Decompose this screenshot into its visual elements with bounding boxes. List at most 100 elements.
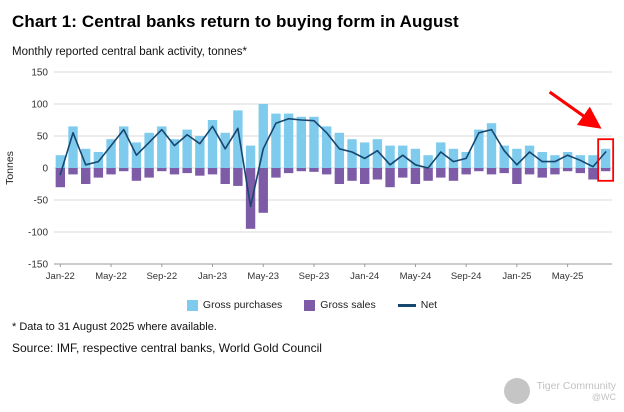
- bar-gross-sales: [182, 168, 192, 174]
- footnote-data-note: * Data to 31 August 2025 where available…: [12, 321, 217, 333]
- x-tick-label: Sep-24: [451, 271, 482, 282]
- bar-gross-sales: [207, 168, 218, 175]
- bar-gross-sales: [81, 168, 91, 184]
- watermark: Tiger Community @WC: [504, 378, 616, 404]
- bar-gross-sales: [271, 168, 281, 178]
- bar-gross-purchases: [474, 129, 484, 168]
- bar-gross-purchases: [512, 148, 522, 168]
- bar-gross-purchases: [436, 142, 446, 168]
- bar-gross-sales: [575, 168, 585, 174]
- bar-gross-purchases: [106, 139, 116, 168]
- bar-gross-purchases: [423, 155, 433, 168]
- x-tick-label: May-25: [552, 271, 584, 282]
- bar-gross-purchases: [195, 136, 205, 168]
- bar-gross-sales: [93, 168, 104, 178]
- legend-swatch-icon: [186, 299, 198, 311]
- y-tick-label: 150: [31, 68, 48, 79]
- y-tick-label: -150: [28, 260, 48, 271]
- bar-gross-sales: [550, 168, 560, 175]
- y-tick-label: 50: [37, 132, 49, 143]
- bar-gross-purchases: [245, 145, 256, 168]
- y-tick-label: 100: [31, 100, 48, 111]
- tiger-community-logo-icon: [504, 378, 531, 404]
- bar-gross-purchases: [600, 148, 611, 168]
- y-axis-label: Tonnes: [4, 151, 16, 185]
- x-tick-label: Jan-22: [46, 271, 75, 282]
- legend-swatch-icon: [397, 303, 416, 307]
- bar-gross-purchases: [233, 110, 243, 168]
- bar-gross-purchases: [398, 145, 408, 168]
- bars-gross-purchases: [55, 104, 611, 168]
- bar-gross-purchases: [258, 104, 268, 168]
- bar-gross-sales: [372, 168, 383, 180]
- bar-gross-purchases: [309, 116, 319, 168]
- x-tick-label: Jan-23: [198, 271, 227, 282]
- bar-gross-purchases: [321, 126, 332, 168]
- y-tick-label: -50: [34, 196, 49, 207]
- bar-gross-purchases: [410, 148, 421, 168]
- y-tick-label: 0: [42, 164, 48, 175]
- bar-gross-purchases: [334, 132, 345, 168]
- bar-gross-sales: [220, 168, 230, 184]
- bar-gross-purchases: [81, 148, 91, 168]
- bar-gross-sales: [562, 168, 573, 172]
- bar-gross-sales: [119, 168, 129, 172]
- watermark-text: Tiger Community @WC: [536, 380, 616, 402]
- bar-gross-sales: [144, 168, 154, 178]
- bar-gross-purchases: [119, 126, 129, 168]
- chart-legend: Gross purchases Gross sales Net: [0, 299, 624, 311]
- chart-area: 150 100 50 0 -50 -100 -150 Tonnes Jan-22 May-22 Se…: [0, 64, 624, 297]
- legend-label: Gross sales: [320, 299, 376, 311]
- bar-gross-purchases: [524, 145, 535, 168]
- bar-gross-sales: [195, 168, 205, 176]
- bar-gross-sales: [245, 168, 256, 229]
- x-tick-label: Jan-24: [350, 271, 379, 282]
- x-tick-label: May-24: [400, 271, 432, 282]
- x-tick-label: May-22: [95, 271, 127, 282]
- bar-gross-sales: [334, 168, 345, 184]
- legend-item-gross-sales: Gross sales: [304, 299, 376, 311]
- watermark-line1: Tiger Community: [536, 380, 616, 392]
- bar-gross-purchases: [296, 116, 306, 168]
- bar-gross-purchases: [499, 145, 509, 168]
- x-tick-label: Sep-22: [146, 271, 177, 282]
- bar-gross-purchases: [207, 120, 218, 168]
- bar-gross-sales: [436, 168, 446, 178]
- bars-gross-sales: [55, 168, 611, 229]
- central-bank-activity-chart: 150 100 50 0 -50 -100 -150 Tonnes Jan-22 May-22 Se…: [4, 68, 615, 282]
- bar-gross-sales: [283, 168, 294, 174]
- bar-gross-sales: [410, 168, 421, 184]
- bar-gross-sales: [131, 168, 142, 181]
- bar-gross-sales: [499, 168, 509, 174]
- legend-swatch-icon: [304, 299, 316, 311]
- highlight-box: [597, 138, 615, 182]
- y-tick-label: -100: [28, 228, 48, 239]
- bar-gross-sales: [537, 168, 547, 178]
- bar-gross-purchases: [385, 145, 395, 168]
- x-tick-label: Sep-23: [299, 271, 330, 282]
- bar-gross-sales: [385, 168, 395, 188]
- bar-gross-sales: [600, 168, 611, 172]
- bar-gross-sales: [347, 168, 357, 181]
- x-tick-label: May-23: [247, 271, 279, 282]
- bar-gross-sales: [169, 168, 180, 175]
- annotation-arrow-icon: [548, 90, 602, 129]
- bar-gross-sales: [321, 168, 332, 175]
- bar-gross-sales: [423, 168, 433, 181]
- chart-subtitle: Monthly reported central bank activity, …: [12, 46, 248, 58]
- bar-gross-sales: [474, 168, 484, 172]
- legend-label: Gross purchases: [202, 299, 283, 311]
- legend-label: Net: [420, 299, 438, 311]
- bar-gross-purchases: [461, 152, 471, 168]
- bar-gross-purchases: [271, 113, 281, 168]
- bar-gross-sales: [448, 168, 459, 181]
- bar-gross-purchases: [93, 152, 104, 168]
- bar-gross-purchases: [372, 139, 383, 168]
- watermark-line2: @WC: [591, 392, 616, 402]
- source-line: Source: IMF, respective central banks, W…: [12, 341, 322, 355]
- bar-gross-purchases: [448, 148, 459, 168]
- footnotes: * Data to 31 August 2025 where available…: [0, 311, 624, 355]
- bar-gross-purchases: [182, 129, 192, 168]
- bar-gross-sales: [461, 168, 471, 175]
- bar-gross-purchases: [562, 152, 573, 168]
